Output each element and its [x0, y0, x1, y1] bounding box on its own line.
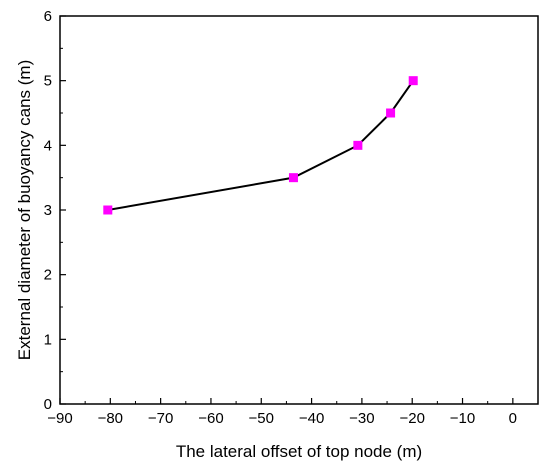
- x-tick-label: −70: [148, 410, 173, 427]
- x-tick-label: −50: [249, 410, 274, 427]
- series-layer: [103, 76, 418, 215]
- y-tick-label: 4: [44, 137, 52, 154]
- x-tick-label: −80: [98, 410, 123, 427]
- y-axis-ticks: 0 1 2 3 4 5 6: [44, 8, 66, 413]
- y-tick-label: 1: [44, 331, 52, 348]
- plot-frame: [59, 15, 539, 405]
- x-tick-label: −90: [47, 410, 72, 427]
- x-tick-label: −20: [399, 410, 424, 427]
- data-point-marker: [408, 76, 418, 86]
- data-point-marker: [103, 205, 113, 215]
- y-tick-label: 2: [44, 267, 52, 284]
- x-tick-label: −40: [299, 410, 324, 427]
- x-tick-label: 0: [509, 410, 517, 427]
- x-axis-ticks: −90 −80 −70 −60 −50 −40 −30 −20 −10 0: [47, 398, 517, 427]
- x-tick-label: −60: [198, 410, 223, 427]
- data-point-marker: [353, 140, 363, 150]
- y-tick-label: 3: [44, 202, 52, 219]
- data-point-marker: [386, 108, 396, 118]
- series-line: [107, 80, 415, 211]
- y-tick-label: 5: [44, 73, 52, 90]
- y-tick-label: 6: [44, 8, 52, 25]
- y-tick-label: 0: [44, 396, 52, 413]
- x-tick-label: −30: [349, 410, 374, 427]
- data-point-marker: [288, 173, 298, 183]
- x-tick-label: −10: [450, 410, 475, 427]
- x-axis-title: The lateral offset of top node (m): [176, 442, 422, 461]
- y-axis-title: External diameter of buoyancy cans (m): [15, 60, 34, 360]
